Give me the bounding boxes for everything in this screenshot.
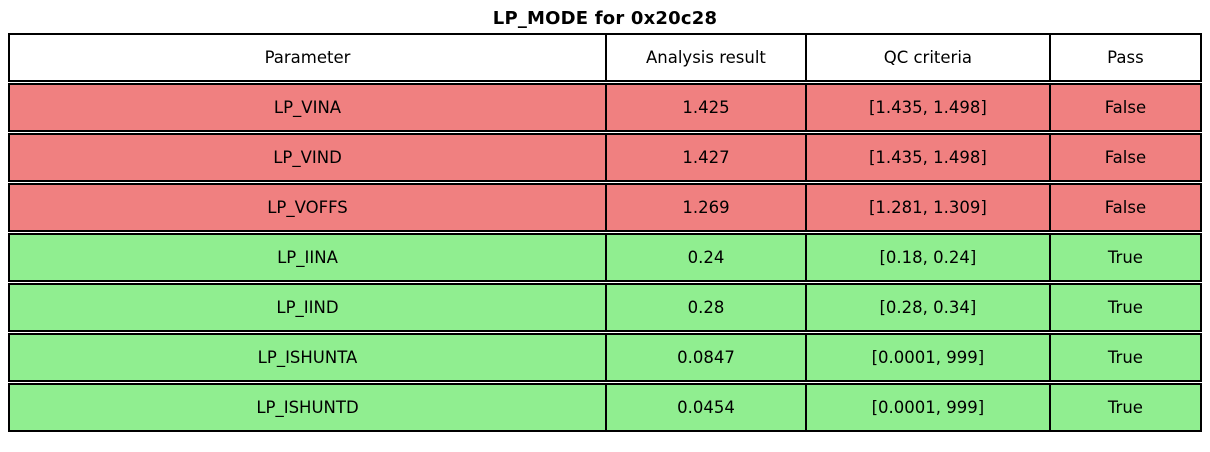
analysis-result-cell: 1.425 xyxy=(605,85,805,130)
qc-criteria-cell: [0.0001, 999] xyxy=(804,385,1049,430)
pass-cell: True xyxy=(1048,285,1200,330)
table-row: LP_VIND 1.427 [1.435, 1.498] False xyxy=(8,133,1202,182)
analysis-result-cell: 0.24 xyxy=(605,235,805,280)
qc-criteria-cell: [1.435, 1.498] xyxy=(804,135,1049,180)
pass-cell: False xyxy=(1048,185,1200,230)
analysis-result-cell: 1.269 xyxy=(605,185,805,230)
table-row: LP_ISHUNTD 0.0454 [0.0001, 999] True xyxy=(8,383,1202,432)
analysis-result-cell: 0.0454 xyxy=(605,385,805,430)
parameter-cell: LP_VINA xyxy=(273,98,342,117)
parameter-cell: LP_IIND xyxy=(276,298,339,317)
parameter-cell: LP_VOFFS xyxy=(267,198,348,217)
analysis-result-cell: 0.0847 xyxy=(605,335,805,380)
table-row: LP_ISHUNTA 0.0847 [0.0001, 999] True xyxy=(8,333,1202,382)
pass-cell: True xyxy=(1048,235,1200,280)
qc-criteria-cell: [0.18, 0.24] xyxy=(804,235,1049,280)
column-header-qc-criteria: QC criteria xyxy=(804,35,1049,80)
column-header-analysis-result: Analysis result xyxy=(605,35,805,80)
qc-criteria-cell: [0.0001, 999] xyxy=(804,335,1049,380)
qc-criteria-cell: [1.281, 1.309] xyxy=(804,185,1049,230)
column-header-pass: Pass xyxy=(1048,35,1200,80)
qc-criteria-cell: [1.435, 1.498] xyxy=(804,85,1049,130)
parameter-cell: LP_IINA xyxy=(277,248,338,267)
table-row: LP_VOFFS 1.269 [1.281, 1.309] False xyxy=(8,183,1202,232)
table-row: LP_VINA 1.425 [1.435, 1.498] False xyxy=(8,83,1202,132)
pass-cell: False xyxy=(1048,85,1200,130)
pass-cell: True xyxy=(1048,335,1200,380)
parameter-cell: LP_VIND xyxy=(273,148,342,167)
pass-cell: True xyxy=(1048,385,1200,430)
parameter-cell: LP_ISHUNTA xyxy=(257,348,358,367)
column-header-parameter: Parameter xyxy=(264,48,351,67)
chart-title: LP_MODE for 0x20c28 xyxy=(492,8,718,29)
analysis-result-cell: 0.28 xyxy=(605,285,805,330)
table-row: LP_IIND 0.28 [0.28, 0.34] True xyxy=(8,283,1202,332)
parameter-cell: LP_ISHUNTD xyxy=(256,398,359,417)
qc-criteria-cell: [0.28, 0.34] xyxy=(804,285,1049,330)
qc-results-table: Parameter Analysis result QC criteria Pa… xyxy=(8,33,1202,432)
table-header-row: Parameter Analysis result QC criteria Pa… xyxy=(8,33,1202,82)
table-row: LP_IINA 0.24 [0.18, 0.24] True xyxy=(8,233,1202,282)
analysis-result-cell: 1.427 xyxy=(605,135,805,180)
pass-cell: False xyxy=(1048,135,1200,180)
